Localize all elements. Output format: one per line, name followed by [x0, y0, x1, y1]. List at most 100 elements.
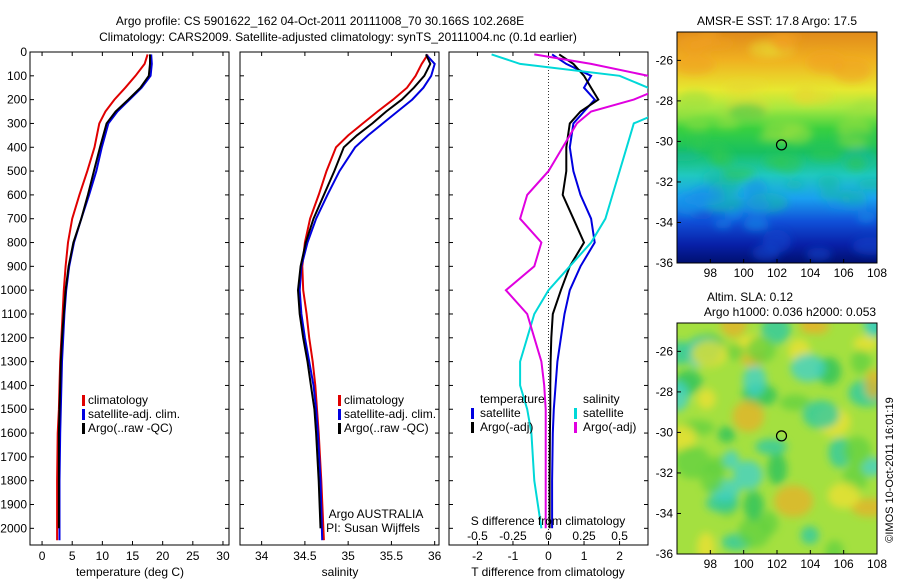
legend-label: satellite	[480, 406, 521, 420]
sst-texture	[740, 197, 771, 213]
sst-texture	[852, 236, 877, 256]
salinity-xlabel: salinity	[322, 565, 359, 579]
sst-heatmap	[677, 32, 877, 263]
y-tick-label: 1500	[0, 402, 27, 416]
sst-texture	[690, 132, 707, 153]
temperature-lines	[56, 54, 153, 541]
sst-texture	[714, 219, 732, 229]
imos-stamp: ©IMOS 10-Oct-2011 16:01:19	[884, 397, 896, 542]
x-tick-label: 2	[616, 549, 623, 563]
sst-texture	[681, 43, 706, 53]
difference-panel: -2 -1 0 1 2 T difference from climatology S …	[448, 51, 649, 579]
x-tick-label: 25	[186, 549, 200, 563]
pi-label: PI: Susan Wijffels	[326, 521, 420, 535]
y-tick-label: 1100	[1, 307, 27, 321]
map-x-tick-label: 104	[800, 266, 820, 280]
sla-texture	[779, 394, 811, 411]
y-tick-label: 700	[7, 212, 27, 226]
sst-texture	[825, 201, 868, 210]
x-tick-label: 30	[216, 549, 230, 563]
legend-label: Argo(..raw -QC)	[344, 421, 429, 435]
y-tick-label: 900	[7, 259, 27, 273]
sla-texture	[691, 340, 727, 368]
map-y-tick-label: -32	[656, 466, 674, 480]
sst-texture	[856, 211, 876, 224]
series-line	[296, 53, 432, 529]
salinity-ticks: 34 34.5 35 35.5 36	[240, 51, 442, 563]
map-x-tick-label: 104	[800, 557, 820, 571]
sla-map-ticks: 98 100 102 104 106 108 -26 -28 -30 -32 -34 -36	[656, 344, 888, 571]
legend-label: Argo(..raw -QC)	[88, 421, 173, 435]
legend-label: Argo(-adj)	[480, 420, 533, 434]
sla-texture	[790, 353, 826, 382]
map-x-tick-label: 100	[734, 266, 754, 280]
map-x-tick-label: 102	[767, 557, 787, 571]
sla-texture	[850, 349, 872, 374]
legend-label: satellite	[583, 406, 624, 420]
sla-texture	[799, 323, 817, 334]
sst-texture	[722, 82, 755, 94]
x-tick-label: -1	[508, 549, 519, 563]
x-tick-label: 34.5	[293, 549, 317, 563]
legend-label: climatology	[344, 393, 404, 407]
sla-texture	[825, 540, 844, 554]
s-difference-label: S difference from climatology	[471, 514, 626, 528]
sst-texture	[857, 178, 877, 190]
map-x-tick-label: 100	[734, 557, 754, 571]
difference-ticks: -2 -1 0 1 2	[449, 51, 648, 563]
sst-texture	[743, 216, 769, 232]
map-y-tick-label: -30	[656, 134, 674, 148]
map-y-tick-label: -26	[656, 53, 674, 67]
x-tick-label: 20	[156, 549, 170, 563]
sla-texture	[865, 369, 877, 399]
series-line	[548, 53, 600, 529]
y-tick-label: 2000	[0, 521, 27, 535]
sla-texture	[843, 436, 872, 466]
series-line	[551, 53, 597, 529]
y-tick-label: 300	[7, 116, 27, 130]
sst-texture	[762, 229, 792, 254]
sla-texture	[773, 485, 814, 518]
legend-title: salinity	[583, 392, 620, 406]
sst-texture	[847, 131, 877, 141]
sla-texture	[737, 516, 771, 548]
sla-texture	[677, 380, 690, 412]
map-y-tick-label: -36	[656, 256, 674, 270]
x-tick-label: 1	[581, 549, 588, 563]
sst-texture	[774, 152, 802, 174]
difference-lines	[491, 53, 648, 529]
legend-label: satellite-adj. clim.	[88, 407, 180, 421]
map-x-tick-label: 98	[704, 266, 718, 280]
temperature-panel: 0 5 10 15 20 25 300100200300400500600700800900…	[0, 45, 230, 579]
legend-swatch	[574, 408, 577, 419]
y-tick-label: 0	[20, 45, 27, 59]
y-tick-label: 1000	[0, 283, 27, 297]
sla-texture	[677, 445, 711, 479]
map-x-tick-label: 106	[834, 557, 854, 571]
x-tick-label: 0	[39, 549, 46, 563]
legend-swatch	[338, 395, 341, 406]
sst-texture	[677, 150, 701, 162]
legend-swatch	[574, 422, 577, 433]
x-tick-label: 5	[69, 549, 76, 563]
sla-texture	[726, 342, 746, 361]
series-line	[298, 53, 436, 541]
legend-label: Argo(-adj)	[583, 420, 636, 434]
difference-legend: temperature salinitysatelliteArgo(-adj)sa…	[471, 392, 636, 434]
sst-texture	[727, 103, 767, 122]
sst-texture	[817, 175, 840, 191]
y-tick-label: 1300	[0, 355, 27, 369]
sst-texture	[757, 133, 792, 143]
sst-texture	[714, 120, 740, 130]
sst-texture	[682, 193, 726, 206]
sla-texture	[851, 498, 877, 517]
y-tick-label: 1600	[0, 426, 27, 440]
map-y-tick-label: -34	[656, 506, 674, 520]
y-tick-label: 1400	[0, 378, 27, 392]
sst-texture	[809, 146, 843, 161]
x-tick-label: 35.5	[380, 549, 404, 563]
temperature-xlabel: temperature (deg C)	[76, 565, 184, 579]
legend-swatch	[82, 395, 85, 406]
series-line	[57, 54, 151, 529]
